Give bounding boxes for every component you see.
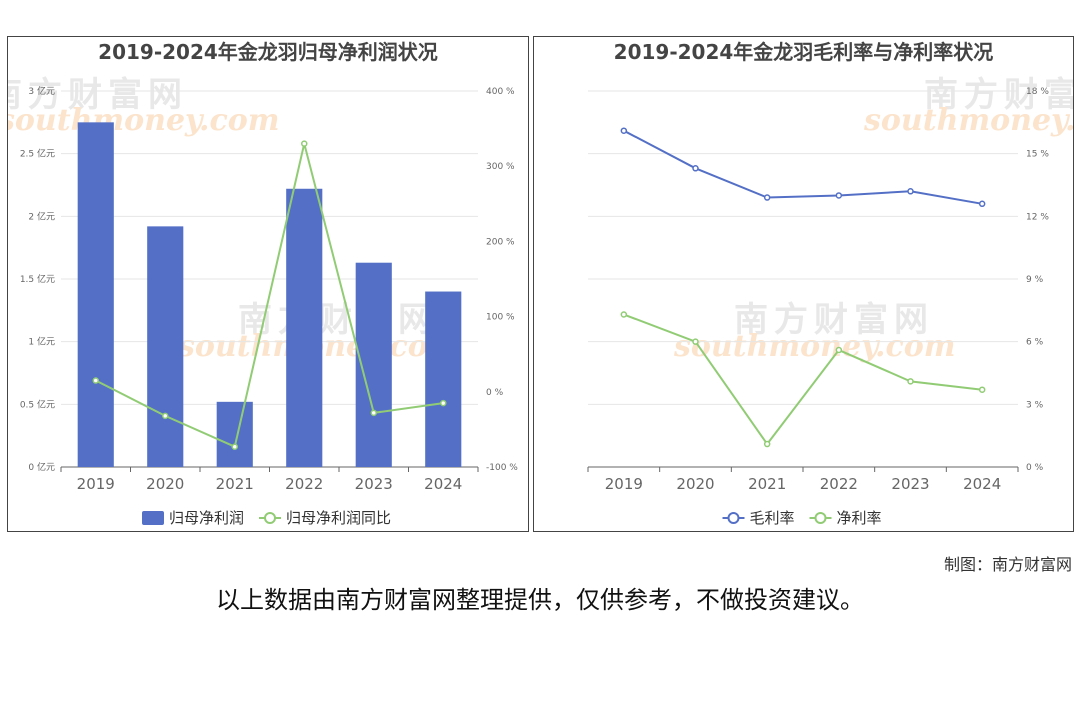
y-left-tick-label: 0 亿元: [28, 461, 55, 473]
y-left-tick-label: 2.5 亿元: [20, 148, 55, 160]
series-line-1: [623, 313, 983, 446]
y-left-tick-label: 3 亿元: [28, 85, 55, 97]
y-left-tick-label: 1.5 亿元: [20, 273, 55, 285]
x-tick-label: 2023: [355, 475, 393, 493]
series-line-0: [623, 129, 983, 205]
series-line-1: [95, 143, 444, 449]
y-right-tick-label: 12 %: [1026, 212, 1049, 222]
disclaimer-text: 以上数据由南方财富网整理提供，仅供参考，不做投资建议。: [216, 586, 864, 614]
series-point-2019: [620, 311, 628, 318]
margin-chart: 2019-2024年金龙羽毛利率与净利率状况 0 % 3 % 6 % 9 % 12 % 15…: [587, 40, 1049, 527]
series-point-2022: [835, 192, 843, 199]
y-right-tick-label: 300 %: [486, 162, 515, 172]
legend-label: 归母净利润: [169, 509, 244, 527]
x-tick-label: 2022: [820, 475, 858, 493]
chart-title: 2019-2024年金龙羽毛利率与净利率状况: [614, 40, 994, 64]
y-right-tick-label: 100 %: [486, 313, 515, 323]
y-right-tick-label: -100 %: [486, 463, 518, 473]
x-tick-label: 2021: [216, 475, 254, 493]
y-right-tick-label: 18 %: [1026, 87, 1049, 97]
bar-2024: [425, 291, 462, 467]
bar-2021: [216, 401, 253, 467]
y-right-tick-label: 400 %: [486, 87, 515, 97]
series-point-2024: [978, 200, 986, 208]
x-tick-label: 2021: [748, 475, 786, 493]
net-profit-chart: 2019-2024年金龙羽归母净利润状况 0 亿元 0.5 亿元 1 亿元 1.5 亿元…: [20, 40, 518, 527]
series-point-2021: [763, 194, 771, 201]
legend-swatch-marker: [727, 512, 740, 524]
x-tick-label: 2023: [891, 475, 929, 493]
x-tick-label: 2020: [676, 475, 714, 493]
x-tick-label: 2022: [285, 475, 323, 493]
series-point-2023: [907, 378, 914, 385]
legend-label: 净利率: [837, 509, 882, 527]
y-right-tick-label: 9 %: [1026, 275, 1044, 285]
x-tick-label: 2024: [424, 475, 462, 493]
bar-2022: [286, 188, 323, 467]
series-point-2020: [692, 165, 699, 172]
chart-credit: 制图：南方财富网: [943, 555, 1072, 574]
series-point-2019: [620, 127, 628, 134]
y-right-tick-label: 15 %: [1026, 150, 1049, 160]
series-point-2024: [978, 386, 986, 393]
series-point-2020: [692, 338, 699, 345]
legend-label: 归母净利润同比: [286, 509, 391, 527]
legend-swatch-marker: [814, 512, 827, 524]
y-left-tick-label: 1 亿元: [28, 336, 55, 348]
series-point-2020: [162, 412, 169, 420]
legend-swatch-bar: [142, 511, 164, 525]
series-point-2023: [370, 409, 377, 417]
bar-2019: [77, 122, 114, 467]
y-left-tick-label: 0.5 亿元: [20, 398, 55, 410]
x-tick-label: 2020: [146, 475, 184, 493]
x-tick-label: 2024: [963, 475, 1001, 493]
y-right-tick-label: 200 %: [486, 237, 515, 247]
bar-2020: [147, 226, 184, 467]
net-profit-chart-panel: 南方财富网 southmoney.com 南方财富网 southmoney.co…: [7, 36, 529, 532]
legend-swatch-marker: [264, 512, 276, 524]
series-point-2023: [907, 188, 914, 195]
y-right-tick-label: 6 %: [1026, 338, 1044, 348]
x-tick-label: 2019: [605, 475, 643, 493]
legend-label: 毛利率: [750, 509, 795, 527]
y-right-tick-label: 3 %: [1026, 400, 1044, 410]
series-point-2024: [440, 399, 447, 407]
series-point-2021: [231, 443, 238, 450]
y-left-tick-label: 2 亿元: [28, 210, 55, 222]
margin-chart-panel: 南方财富网 southmoney.com 南方财富网 southmoney.co…: [533, 36, 1074, 532]
y-right-tick-label: 0 %: [1026, 463, 1044, 473]
x-tick-label: 2019: [77, 475, 115, 493]
y-right-tick-label: 0 %: [486, 388, 504, 398]
series-point-2022: [835, 346, 843, 354]
series-point-2021: [763, 440, 771, 448]
series-point-2022: [301, 140, 308, 147]
series-point-2019: [92, 377, 99, 384]
chart-title: 2019-2024年金龙羽归母净利润状况: [98, 40, 438, 64]
